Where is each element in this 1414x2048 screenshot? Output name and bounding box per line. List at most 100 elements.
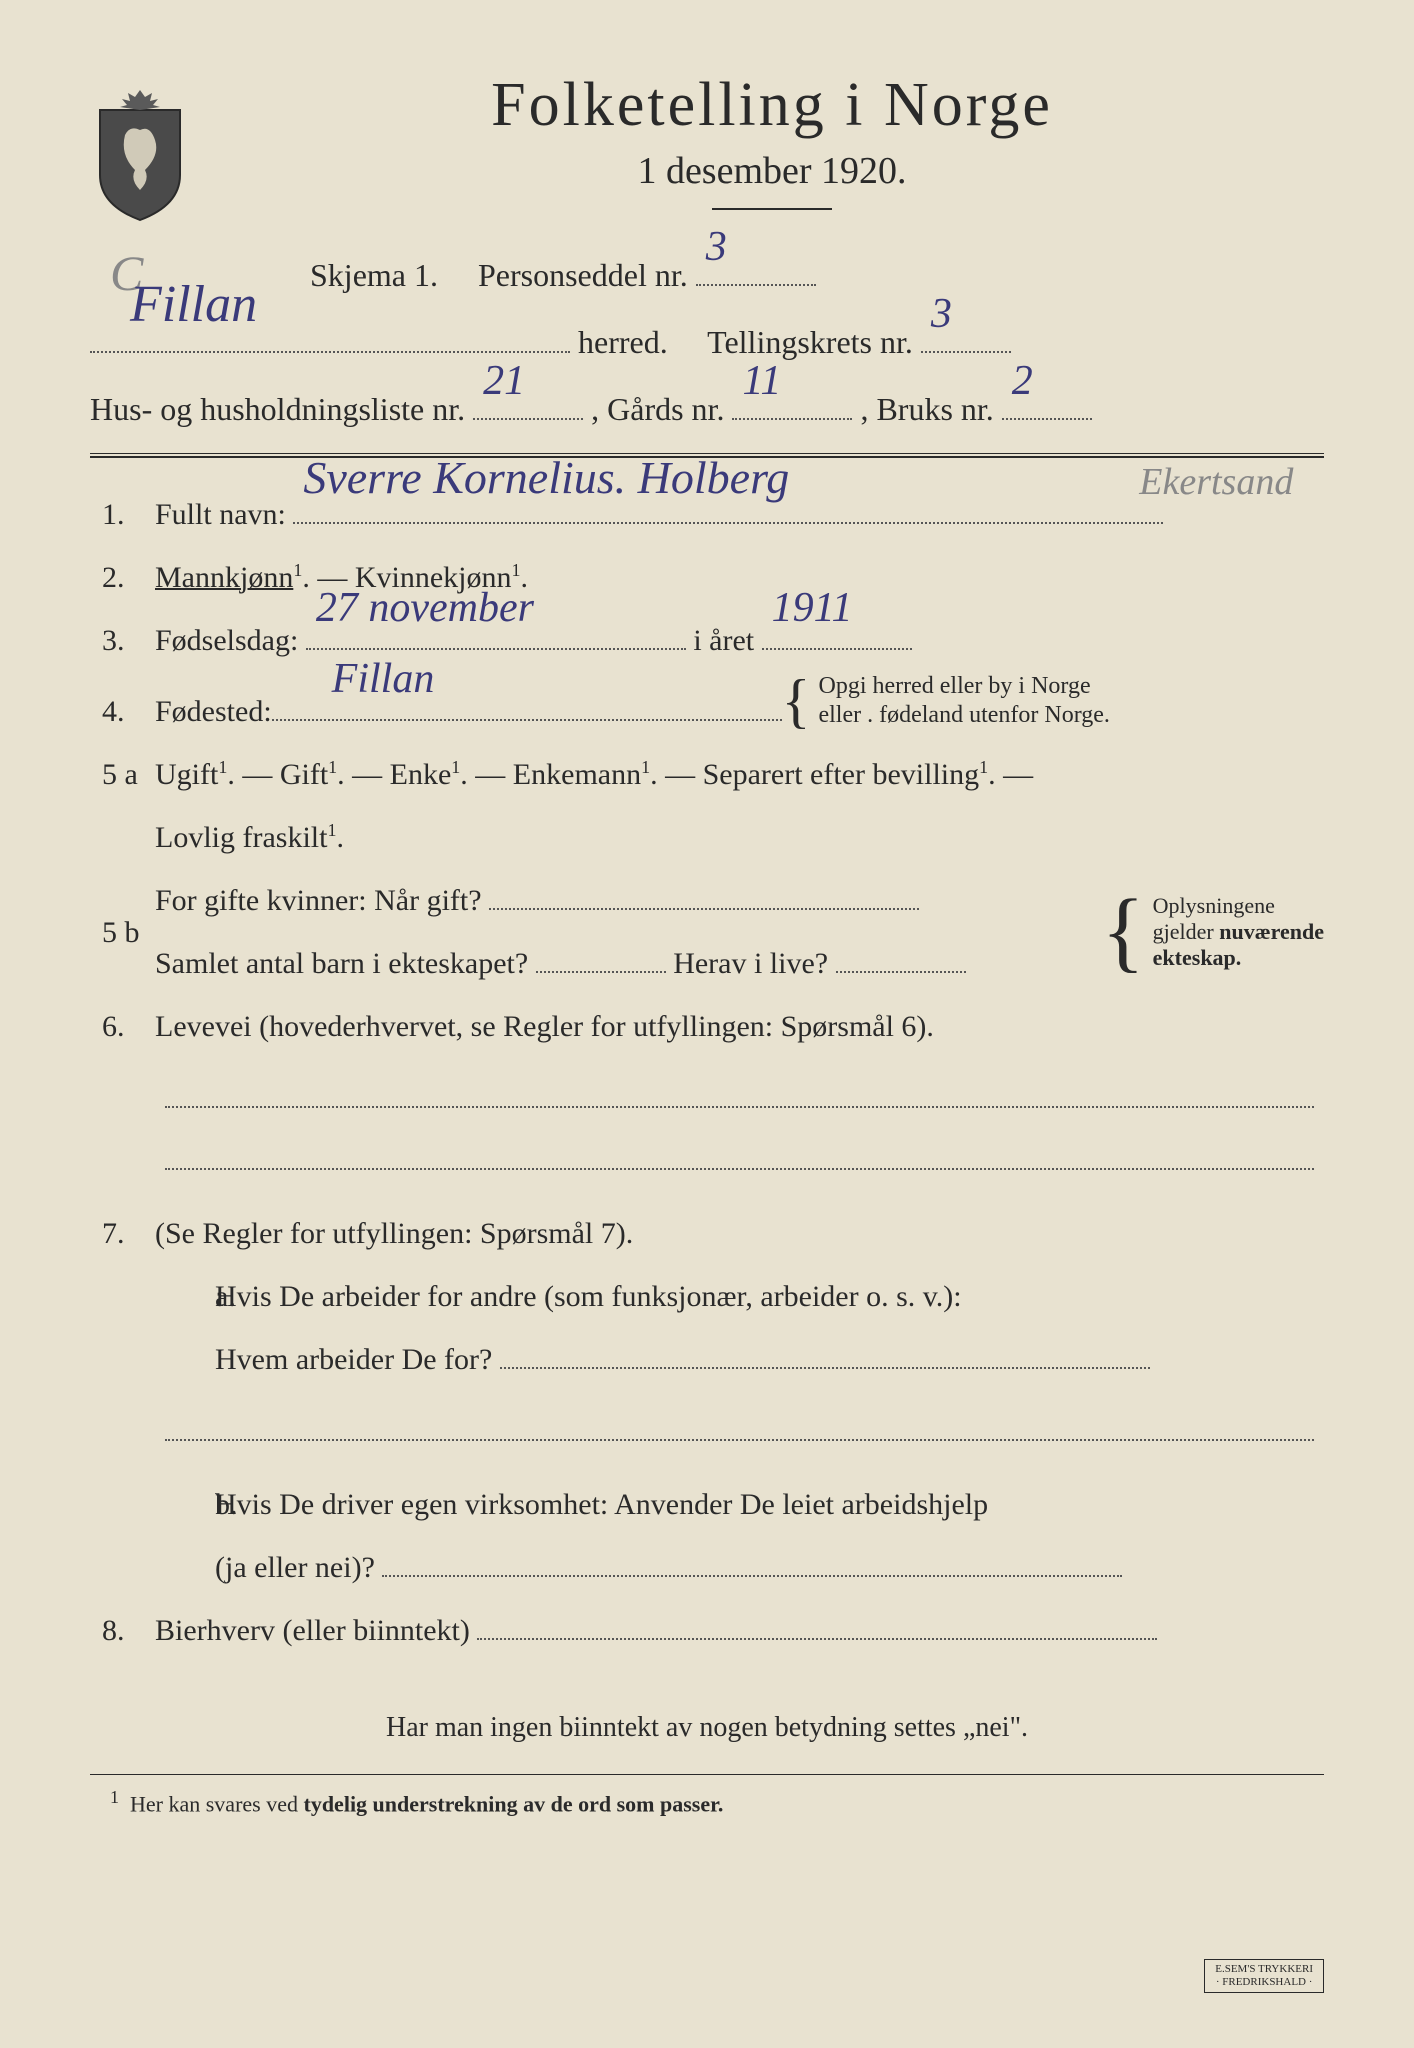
q7b-body2: (ja eller nei)? bbox=[215, 1536, 1324, 1599]
tellingskrets-field: 3 bbox=[921, 351, 1011, 353]
q3-year-field: 1911 bbox=[762, 648, 912, 650]
q5a-body2: Lovlig fraskilt1. bbox=[155, 806, 1324, 869]
personseddel-label: Personseddel nr. bbox=[478, 257, 688, 293]
q5b-num: 5 b bbox=[90, 901, 155, 964]
q2-num: 2. bbox=[90, 546, 155, 609]
hus-value: 21 bbox=[483, 342, 525, 422]
bruks-label: , Bruks nr. bbox=[860, 391, 993, 427]
subtitle: 1 desember 1920. bbox=[220, 149, 1324, 193]
q1-row: 1. Fullt navn: Sverre Kornelius. Holberg… bbox=[90, 483, 1324, 546]
q4-row: 4. Fødested: Fillan { Opgi herred eller … bbox=[90, 672, 1324, 743]
brace-icon-2: { bbox=[1101, 896, 1144, 968]
q7b-l1: Hvis De driver egen virksomhet: Anvender… bbox=[215, 1473, 1324, 1536]
q2-row: 2. Mannkjønn1. — Kvinnekjønn1. bbox=[90, 546, 1324, 609]
footnote-rule bbox=[90, 1774, 1324, 1775]
skjema-label: Skjema 1. bbox=[310, 257, 438, 293]
hus-field: 21 bbox=[473, 418, 583, 420]
tellingskrets-label: Tellingskrets nr. bbox=[707, 324, 913, 360]
q2-sup1: 1 bbox=[293, 560, 302, 580]
q3-body: Fødselsdag: 27 november i året 1911 bbox=[155, 609, 1324, 672]
printer-l2: · FREDRIKSHALD · bbox=[1215, 1976, 1313, 1989]
q7a-l2: Hvem arbeider De for? bbox=[215, 1343, 492, 1376]
q5b-left: For gifte kvinner: Når gift? Samlet anta… bbox=[155, 869, 1101, 995]
hus-label: Hus- og husholdningsliste nr. bbox=[90, 391, 465, 427]
bruks-field: 2 bbox=[1002, 418, 1092, 420]
herred-label: herred. bbox=[578, 324, 668, 360]
dotted-line bbox=[165, 1140, 1314, 1170]
q6-lines bbox=[90, 1078, 1324, 1170]
schema-row: C Skjema 1. Personseddel nr. 3 bbox=[310, 245, 1324, 306]
q3-num: 3. bbox=[90, 609, 155, 672]
q7b-num: b. bbox=[155, 1473, 215, 1536]
q3-year-label: i året bbox=[693, 624, 754, 657]
title-rule bbox=[712, 208, 832, 210]
personseddel-value: 3 bbox=[706, 208, 727, 288]
q1-body: Fullt navn: Sverre Kornelius. Holberg Ek… bbox=[155, 483, 1324, 546]
q8-num: 8. bbox=[90, 1599, 155, 1662]
main-title: Folketelling i Norge bbox=[220, 70, 1324, 141]
q3-row: 3. Fødselsdag: 27 november i året 1911 bbox=[90, 609, 1324, 672]
q6-text: Levevei (hovederhvervet, se Regler for u… bbox=[155, 995, 1324, 1058]
q3-label: Fødselsdag: bbox=[155, 624, 298, 657]
dotted-line bbox=[165, 1078, 1314, 1108]
q5b-label3: Herav i live? bbox=[673, 947, 828, 980]
q7a-row2: Hvem arbeider De for? bbox=[90, 1328, 1324, 1391]
q6-row: 6. Levevei (hovederhvervet, se Regler fo… bbox=[90, 995, 1324, 1058]
q5a-row2: Lovlig fraskilt1. bbox=[90, 806, 1324, 869]
q4-value: Fillan bbox=[332, 635, 435, 723]
q4-label: Fødested: bbox=[155, 680, 272, 743]
q7b-row: b. Hvis De driver egen virksomhet: Anven… bbox=[90, 1473, 1324, 1536]
q1-field: Sverre Kornelius. Holberg Ekertsand bbox=[293, 522, 1163, 524]
q1-value-pencil: Ekertsand bbox=[1139, 443, 1293, 523]
q5b-gift-field bbox=[489, 908, 919, 910]
q4-note-l1: Opgi herred eller by i Norge bbox=[818, 673, 1090, 699]
q7b-field bbox=[382, 1575, 1122, 1577]
q5b-label2: Samlet antal barn i ekteskapet? bbox=[155, 947, 528, 980]
q8-row: 8. Bierhverv (eller biinntekt) bbox=[90, 1599, 1324, 1662]
footnote-sup: 1 bbox=[110, 1787, 119, 1807]
footnote: 1 Her kan svares ved tydelig understrekn… bbox=[90, 1787, 1324, 1817]
q5a-body: Ugift1. — Gift1. — Enke1. — Enkemann1. —… bbox=[155, 743, 1324, 806]
q5b-note-l2: gjelder nuværende bbox=[1153, 919, 1324, 944]
q5b-body: For gifte kvinner: Når gift? Samlet anta… bbox=[155, 869, 1324, 995]
q7a-row: a. Hvis De arbeider for andre (som funks… bbox=[90, 1265, 1324, 1328]
q7a-l1: Hvis De arbeider for andre (som funksjon… bbox=[215, 1265, 1324, 1328]
q4-num: 4. bbox=[90, 680, 155, 743]
q7b-l2: (ja eller nei)? bbox=[215, 1551, 375, 1584]
q5a-row: 5 a Ugift1. — Gift1. — Enke1. — Enkemann… bbox=[90, 743, 1324, 806]
q7b-row2: (ja eller nei)? bbox=[90, 1536, 1324, 1599]
q5b-note-l3: ekteskap. bbox=[1153, 945, 1242, 970]
q1-num: 1. bbox=[90, 483, 155, 546]
printer-mark: E.SEM'S TRYKKERI · FREDRIKSHALD · bbox=[1204, 1959, 1324, 1993]
q5a-opts2: Lovlig fraskilt1. bbox=[155, 821, 344, 854]
gards-value: 11 bbox=[742, 342, 781, 422]
q5b-live-field bbox=[836, 971, 966, 973]
footnote-text: Her kan svares ved tydelig understreknin… bbox=[130, 1792, 723, 1817]
q5b-note-text: Oplysningene gjelder nuværende ekteskap. bbox=[1153, 893, 1324, 972]
q8-body: Bierhverv (eller biinntekt) bbox=[155, 1599, 1324, 1662]
q7a-field bbox=[500, 1367, 1150, 1369]
q4-note: { Opgi herred eller by i Norge eller . f… bbox=[782, 672, 1110, 730]
q8-field bbox=[477, 1638, 1157, 1640]
q1-value: Sverre Kornelius. Holberg bbox=[303, 430, 789, 527]
q4-field: Fillan bbox=[272, 719, 782, 721]
herred-row: Fillan herred. Tellingskrets nr. 3 bbox=[90, 312, 1324, 373]
q7-lines bbox=[90, 1411, 1324, 1441]
q5b-note: { Oplysningene gjelder nuværende ekteska… bbox=[1101, 893, 1324, 972]
q5b-note-l1: Oplysningene bbox=[1153, 893, 1275, 918]
gards-field: 11 bbox=[732, 418, 852, 420]
bruks-value: 2 bbox=[1012, 342, 1033, 422]
q7-num: 7. bbox=[90, 1202, 155, 1265]
q2-mann: Mannkjønn bbox=[155, 561, 293, 594]
tellingskrets-value: 3 bbox=[931, 275, 952, 355]
q7-text: (Se Regler for utfyllingen: Spørsmål 7). bbox=[155, 1202, 1324, 1265]
bottom-note: Har man ingen biinntekt av nogen betydni… bbox=[90, 1712, 1324, 1744]
q5b-line1: For gifte kvinner: Når gift? bbox=[155, 869, 1101, 932]
q4-note-text: Opgi herred eller by i Norge eller . fød… bbox=[818, 672, 1109, 730]
q6-num: 6. bbox=[90, 995, 155, 1058]
printer-l1: E.SEM'S TRYKKERI bbox=[1215, 1963, 1313, 1976]
q5a-opts: Ugift1. — Gift1. — Enke1. — Enkemann1. —… bbox=[155, 758, 1033, 791]
q3-year-value: 1911 bbox=[772, 564, 853, 652]
q4-body: Fødested: Fillan { Opgi herred eller by … bbox=[155, 672, 1324, 743]
title-block: Folketelling i Norge 1 desember 1920. bbox=[220, 70, 1324, 235]
